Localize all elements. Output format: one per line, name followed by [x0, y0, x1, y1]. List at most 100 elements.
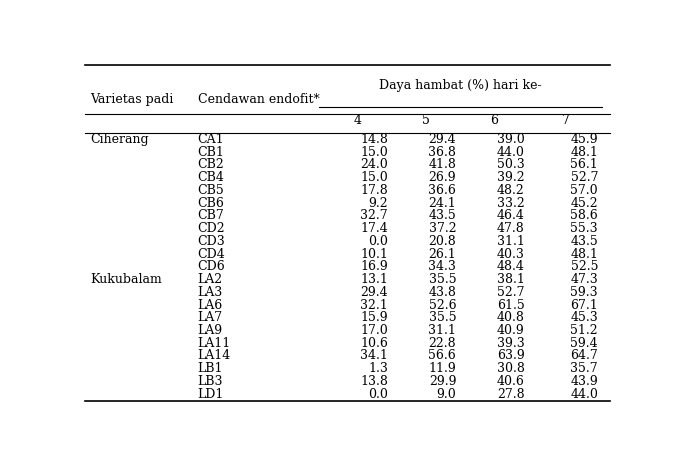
- Text: 40.3: 40.3: [497, 247, 525, 261]
- Text: 39.2: 39.2: [497, 171, 525, 184]
- Text: CB7: CB7: [198, 209, 224, 222]
- Text: CD3: CD3: [198, 235, 226, 248]
- Text: 48.1: 48.1: [570, 146, 598, 159]
- Text: CB4: CB4: [198, 171, 224, 184]
- Text: CB2: CB2: [198, 158, 224, 172]
- Text: LA7: LA7: [198, 311, 223, 324]
- Text: 15.0: 15.0: [360, 146, 388, 159]
- Text: 29.4: 29.4: [428, 133, 456, 146]
- Text: 15.9: 15.9: [360, 311, 388, 324]
- Text: CD6: CD6: [198, 260, 226, 273]
- Text: CB1: CB1: [198, 146, 224, 159]
- Text: Varietas padi: Varietas padi: [90, 93, 174, 105]
- Text: 24.1: 24.1: [428, 197, 456, 210]
- Text: Ciherang: Ciherang: [90, 133, 148, 146]
- Text: 4: 4: [354, 114, 362, 127]
- Text: 29.4: 29.4: [360, 286, 388, 299]
- Text: 11.9: 11.9: [428, 362, 456, 375]
- Text: 55.3: 55.3: [570, 222, 598, 235]
- Text: 35.5: 35.5: [428, 273, 456, 286]
- Text: 52.7: 52.7: [497, 286, 525, 299]
- Text: 9.2: 9.2: [368, 197, 388, 210]
- Text: 48.4: 48.4: [497, 260, 525, 273]
- Text: 1.3: 1.3: [368, 362, 388, 375]
- Text: 44.0: 44.0: [570, 388, 598, 401]
- Text: 35.7: 35.7: [570, 362, 598, 375]
- Text: 67.1: 67.1: [570, 299, 598, 311]
- Text: 43.5: 43.5: [428, 209, 456, 222]
- Text: 43.9: 43.9: [570, 375, 598, 388]
- Text: 13.8: 13.8: [360, 375, 388, 388]
- Text: 34.1: 34.1: [360, 350, 388, 362]
- Text: 56.1: 56.1: [570, 158, 598, 172]
- Text: 17.0: 17.0: [360, 324, 388, 337]
- Text: 46.4: 46.4: [497, 209, 525, 222]
- Text: 36.6: 36.6: [428, 184, 456, 197]
- Text: 57.0: 57.0: [570, 184, 598, 197]
- Text: 44.0: 44.0: [497, 146, 525, 159]
- Text: LA2: LA2: [198, 273, 223, 286]
- Text: 34.3: 34.3: [428, 260, 456, 273]
- Text: CD2: CD2: [198, 222, 225, 235]
- Text: 30.8: 30.8: [497, 362, 525, 375]
- Text: 41.8: 41.8: [428, 158, 456, 172]
- Text: 38.1: 38.1: [497, 273, 525, 286]
- Text: Daya hambat (%) hari ke-: Daya hambat (%) hari ke-: [379, 79, 542, 93]
- Text: 48.2: 48.2: [497, 184, 525, 197]
- Text: 10.6: 10.6: [360, 337, 388, 350]
- Text: 51.2: 51.2: [570, 324, 598, 337]
- Text: 9.0: 9.0: [437, 388, 456, 401]
- Text: 48.1: 48.1: [570, 247, 598, 261]
- Text: 45.3: 45.3: [570, 311, 598, 324]
- Text: LB1: LB1: [198, 362, 223, 375]
- Text: LA9: LA9: [198, 324, 223, 337]
- Text: 40.6: 40.6: [497, 375, 525, 388]
- Text: 63.9: 63.9: [497, 350, 525, 362]
- Text: 47.3: 47.3: [570, 273, 598, 286]
- Text: 45.9: 45.9: [570, 133, 598, 146]
- Text: 43.5: 43.5: [570, 235, 598, 248]
- Text: 32.7: 32.7: [360, 209, 388, 222]
- Text: 56.6: 56.6: [428, 350, 456, 362]
- Text: 40.9: 40.9: [497, 324, 525, 337]
- Text: LA11: LA11: [198, 337, 231, 350]
- Text: LA3: LA3: [198, 286, 223, 299]
- Text: 39.3: 39.3: [497, 337, 525, 350]
- Text: 26.1: 26.1: [428, 247, 456, 261]
- Text: 5: 5: [422, 114, 431, 127]
- Text: LD1: LD1: [198, 388, 224, 401]
- Text: 35.5: 35.5: [428, 311, 456, 324]
- Text: 26.9: 26.9: [428, 171, 456, 184]
- Text: CD4: CD4: [198, 247, 226, 261]
- Text: 52.6: 52.6: [428, 299, 456, 311]
- Text: 39.0: 39.0: [497, 133, 525, 146]
- Text: 24.0: 24.0: [360, 158, 388, 172]
- Text: 31.1: 31.1: [428, 324, 456, 337]
- Text: CA1: CA1: [198, 133, 224, 146]
- Text: 0.0: 0.0: [368, 235, 388, 248]
- Text: 47.8: 47.8: [497, 222, 525, 235]
- Text: 61.5: 61.5: [497, 299, 525, 311]
- Text: 52.5: 52.5: [571, 260, 598, 273]
- Text: LA14: LA14: [198, 350, 231, 362]
- Text: 64.7: 64.7: [570, 350, 598, 362]
- Text: 22.8: 22.8: [428, 337, 456, 350]
- Text: 40.8: 40.8: [497, 311, 525, 324]
- Text: CB5: CB5: [198, 184, 224, 197]
- Text: 16.9: 16.9: [360, 260, 388, 273]
- Text: 29.9: 29.9: [428, 375, 456, 388]
- Text: LA6: LA6: [198, 299, 223, 311]
- Text: Cendawan endofit*: Cendawan endofit*: [198, 93, 319, 105]
- Text: 45.2: 45.2: [570, 197, 598, 210]
- Text: 58.6: 58.6: [570, 209, 598, 222]
- Text: 17.8: 17.8: [360, 184, 388, 197]
- Text: 32.1: 32.1: [360, 299, 388, 311]
- Text: LB3: LB3: [198, 375, 223, 388]
- Text: 10.1: 10.1: [360, 247, 388, 261]
- Text: 13.1: 13.1: [360, 273, 388, 286]
- Text: 36.8: 36.8: [428, 146, 456, 159]
- Text: 59.4: 59.4: [570, 337, 598, 350]
- Text: 52.7: 52.7: [571, 171, 598, 184]
- Text: CB6: CB6: [198, 197, 224, 210]
- Text: Kukubalam: Kukubalam: [90, 273, 162, 286]
